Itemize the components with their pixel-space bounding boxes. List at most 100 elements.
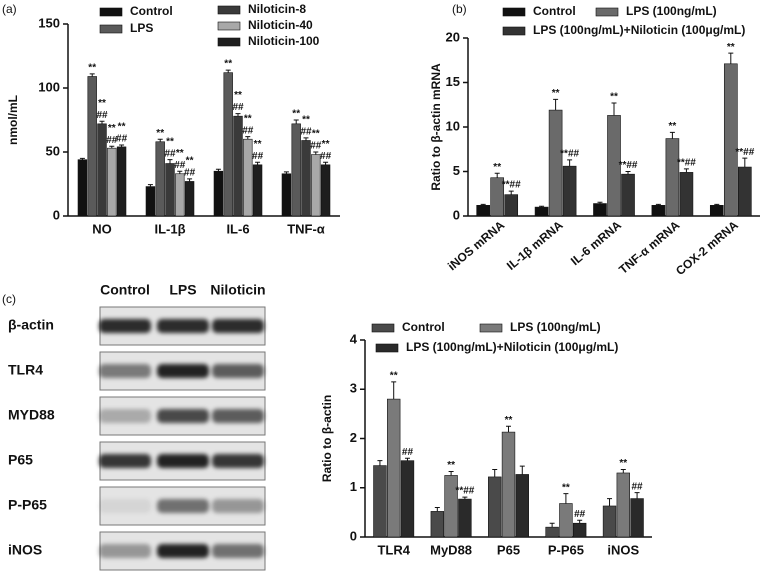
blot-band xyxy=(99,409,151,423)
x-tick-label: TLR4 xyxy=(377,542,410,557)
bar xyxy=(593,203,607,217)
error-bar xyxy=(323,161,329,165)
blot-row-label: β-actin xyxy=(8,317,54,333)
error-bar xyxy=(563,493,569,504)
blot-band xyxy=(99,364,151,378)
panel-label: (c) xyxy=(2,292,16,306)
bar xyxy=(562,165,577,217)
bar xyxy=(679,172,694,217)
significance-mark: **## xyxy=(455,486,474,497)
bar xyxy=(534,206,549,217)
bar xyxy=(252,164,263,217)
error-bar xyxy=(508,190,514,195)
bar xyxy=(107,147,117,217)
bar xyxy=(476,205,490,217)
panel-label: (a) xyxy=(2,2,17,16)
x-tick-label: IL-1β xyxy=(154,221,185,236)
blot-band xyxy=(99,499,151,513)
bar xyxy=(630,498,644,538)
blot-row-label: P-P65 xyxy=(8,497,47,513)
legend-swatch xyxy=(99,24,123,34)
legend-label: LPS (100ng/mL)+Niloticin (100μg/mL) xyxy=(406,340,618,354)
y-axis-title: Ratio to β-actin xyxy=(320,395,334,482)
error-bar xyxy=(625,171,631,175)
legend-swatch xyxy=(375,343,399,353)
error-bar xyxy=(225,69,231,73)
bar xyxy=(616,472,630,538)
bar xyxy=(233,115,243,217)
y-tick-label: 150 xyxy=(38,15,60,30)
bar xyxy=(155,141,165,217)
x-tick-label: iNOS xyxy=(607,542,639,557)
x-tick-label: MyD88 xyxy=(430,542,472,557)
significance-mark: ** xyxy=(292,109,300,120)
y-tick-label: 0 xyxy=(453,207,460,222)
y-tick-label: 4 xyxy=(350,331,358,346)
error-bar xyxy=(293,119,299,124)
blot-band xyxy=(212,409,264,423)
significance-mark: ** xyxy=(552,88,560,99)
legend-label: Control xyxy=(130,4,173,18)
error-bar xyxy=(462,496,468,500)
bar xyxy=(501,431,516,538)
blot-column-label: Control xyxy=(100,282,150,298)
bar xyxy=(738,166,752,217)
bar xyxy=(430,511,445,538)
error-bar xyxy=(480,203,486,206)
bar xyxy=(116,146,127,217)
y-tick-label: 50 xyxy=(46,143,60,158)
bar xyxy=(223,72,233,217)
significance-mark: ** xyxy=(166,136,174,147)
error-bar xyxy=(577,519,583,524)
bar xyxy=(602,505,617,538)
significance-mark: ## xyxy=(632,481,644,492)
legend-swatch xyxy=(217,5,241,15)
significance-mark: ## xyxy=(116,134,128,145)
panel-label: (b) xyxy=(452,2,467,16)
significance-mark: ** xyxy=(156,128,164,139)
blot-row-label: MYD88 xyxy=(8,407,55,423)
y-tick-label: 2 xyxy=(350,430,357,445)
error-bar xyxy=(235,113,241,117)
blot-band xyxy=(212,544,264,558)
error-bar xyxy=(448,470,454,476)
bar xyxy=(709,205,724,217)
y-tick-label: 1 xyxy=(350,479,357,494)
bar xyxy=(400,460,415,538)
significance-mark: ## xyxy=(106,135,118,146)
y-tick-label: 100 xyxy=(38,79,60,94)
significance-mark: ** xyxy=(302,115,310,126)
blot-column-label: Niloticin xyxy=(210,282,265,298)
legend-label: Niloticin-8 xyxy=(248,2,306,16)
error-bar xyxy=(597,201,603,204)
error-bar xyxy=(607,498,613,506)
legend-label: Control xyxy=(402,320,445,334)
error-bar xyxy=(147,184,153,187)
error-bar xyxy=(245,136,251,140)
bar xyxy=(665,138,680,217)
bar xyxy=(723,63,738,217)
bar xyxy=(301,140,311,217)
significance-mark: **## xyxy=(560,149,579,160)
legend-swatch xyxy=(595,7,619,17)
bar xyxy=(175,173,185,217)
blot-row-label: P65 xyxy=(8,452,33,468)
significance-mark: ** xyxy=(619,458,627,469)
bar xyxy=(621,173,635,217)
significance-mark: **## xyxy=(735,147,754,158)
significance-mark: ## xyxy=(232,102,244,113)
bar xyxy=(545,526,559,538)
bar xyxy=(184,181,195,217)
x-tick-label: IL-6 mRNA xyxy=(568,218,624,268)
bar xyxy=(572,522,587,538)
error-bar xyxy=(492,469,498,477)
bar xyxy=(444,475,458,538)
legend-swatch xyxy=(217,21,241,31)
error-bar xyxy=(567,159,573,167)
bar xyxy=(458,498,472,538)
significance-mark: ## xyxy=(574,509,586,520)
bar xyxy=(291,123,301,217)
legend-label: LPS (100ng/mL) xyxy=(626,4,717,18)
blot-band xyxy=(99,454,151,468)
error-bar xyxy=(404,457,410,461)
